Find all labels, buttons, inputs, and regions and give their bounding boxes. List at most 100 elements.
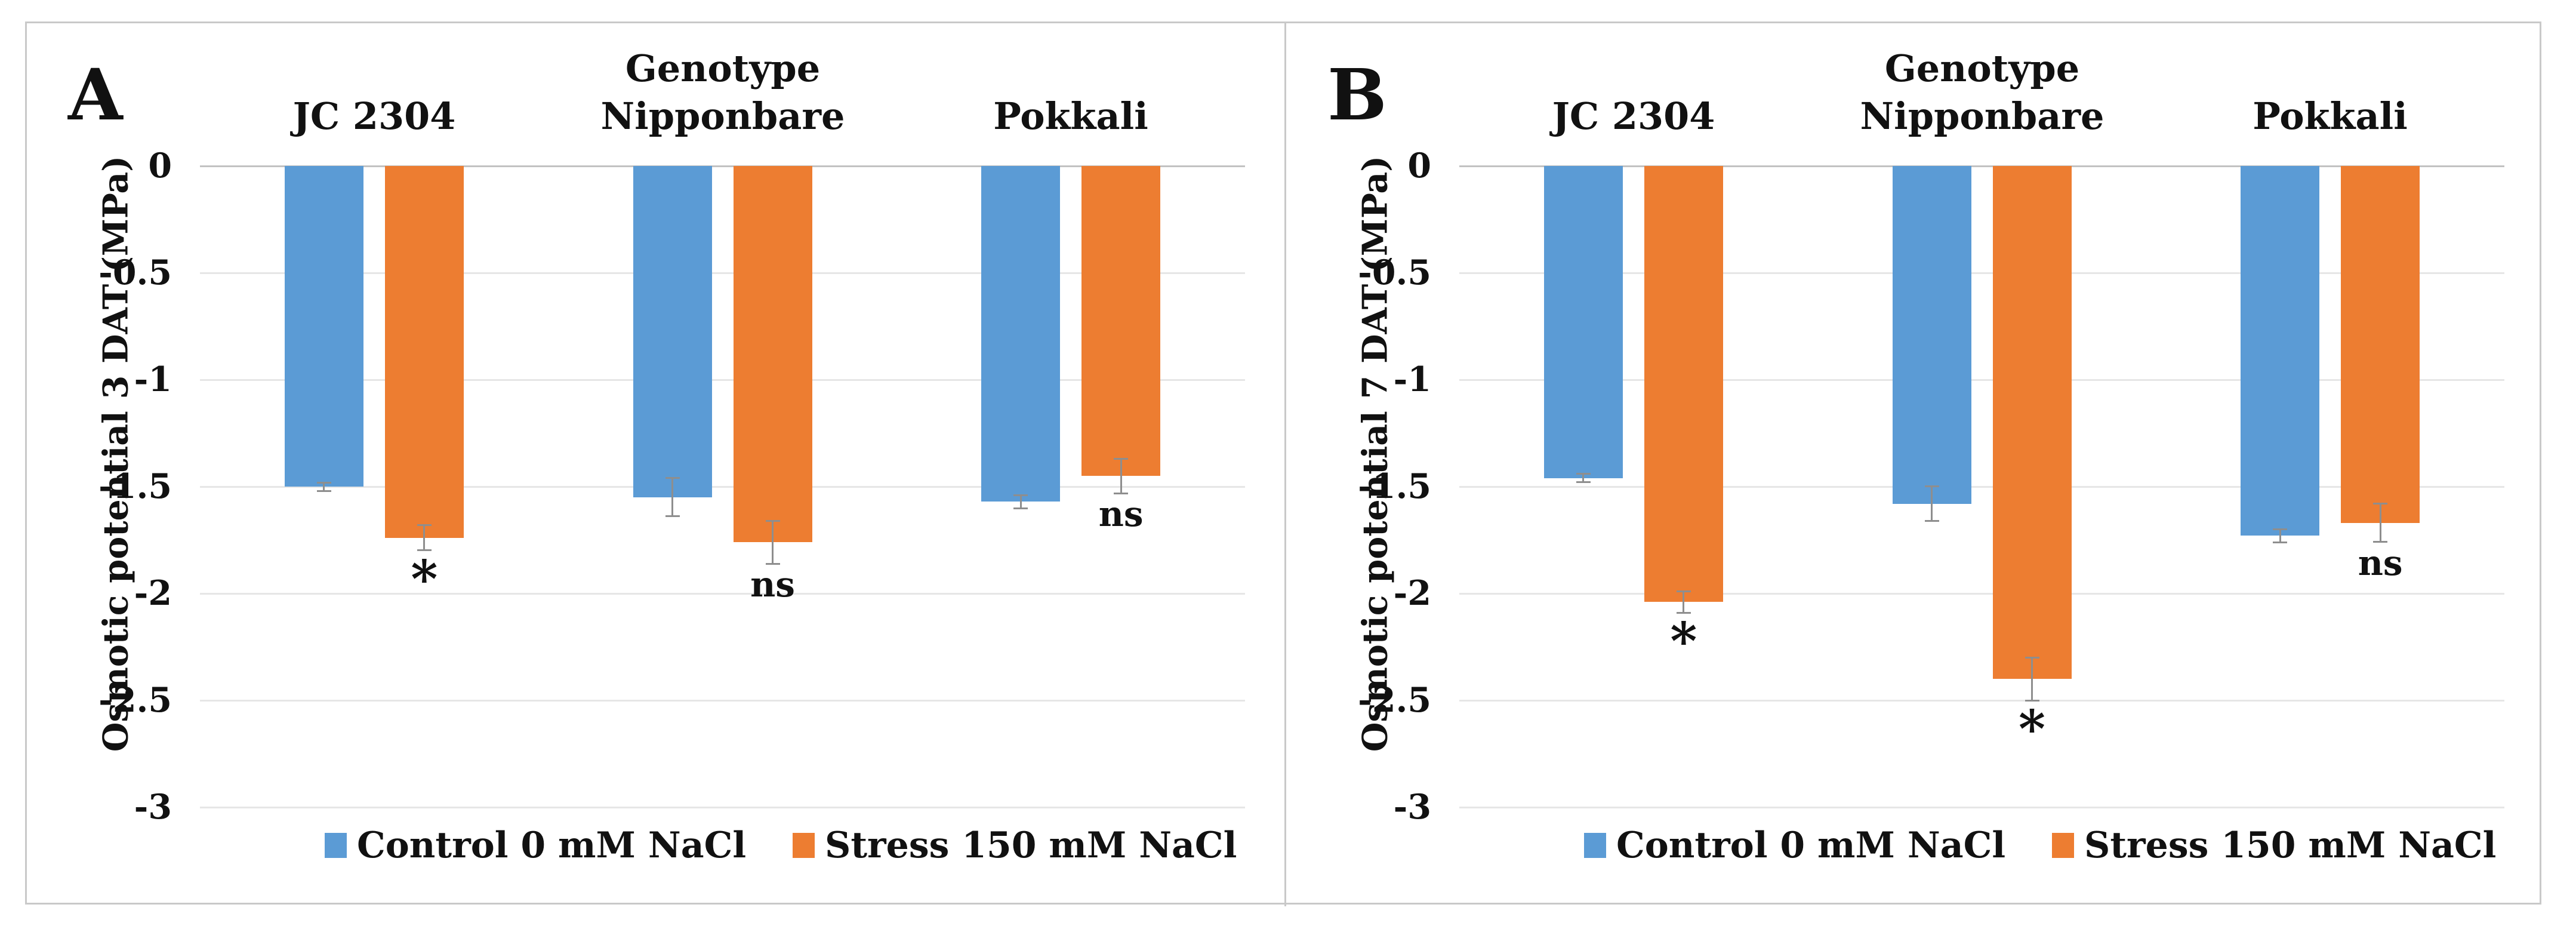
panel-b-category-pokkali: Pokkali [2253, 94, 2408, 138]
error-bar-cap [2373, 541, 2388, 543]
control-legend-swatch [325, 833, 347, 858]
y-tick-label: -3 [134, 787, 172, 827]
bar-pokkali-stress [1081, 166, 1161, 476]
error-bar [423, 525, 426, 550]
error-bar-cap [1924, 520, 1939, 522]
stress-legend-label: Stress 150 mM NaCl [825, 825, 1237, 866]
y-tick-label: -2.5 [1358, 680, 1431, 720]
stress-legend-swatch [2052, 833, 2074, 858]
gridline--0.5 [1459, 272, 2504, 274]
error-bar-cap [765, 519, 780, 522]
panel-b-legend-item-control: Control 0 mM NaCl [1584, 828, 2005, 863]
error-bar-cap [1676, 611, 1691, 614]
stress-legend-label: Stress 150 mM NaCl [2084, 825, 2497, 866]
error-bar-cap [1576, 473, 1591, 475]
panel-a-category-jc2304: JC 2304 [292, 94, 456, 138]
y-tick-label: -1.5 [1358, 466, 1431, 506]
y-tick-label: -0.5 [98, 253, 172, 293]
error-bar [772, 521, 774, 564]
error-bar-cap [2273, 541, 2288, 543]
significance-label: ns [1098, 494, 1144, 535]
panel-a-legend-item-control: Control 0 mM NaCl [325, 828, 746, 863]
panel-a-category-pokkali: Pokkali [993, 94, 1148, 138]
error-bar-cap [1013, 507, 1028, 509]
panel-a-letter: A [68, 53, 123, 136]
error-bar [1683, 591, 1685, 613]
significance-label: * [2019, 699, 2045, 760]
control-legend-label: Control 0 mM NaCl [357, 825, 747, 866]
error-bar-cap [417, 524, 432, 527]
gridline--1.5 [200, 486, 1245, 488]
error-bar [1582, 473, 1585, 482]
gridline-0 [1459, 165, 2504, 167]
error-bar-cap [316, 490, 331, 492]
bar-jc2304-control [1543, 166, 1623, 478]
panel-b-x-axis-title: Genotype [1884, 47, 2080, 90]
gridline--2.5 [200, 700, 1245, 702]
bar-nipponbare-stress [733, 166, 812, 543]
panel-b-category-nipponbare: Nipponbare [1860, 94, 2104, 138]
bar-nipponbare-control [1892, 166, 1971, 504]
panel-b-legend-item-stress: Stress 150 mM NaCl [2052, 828, 2496, 863]
y-tick-label: -1 [1393, 359, 1431, 399]
bar-jc2304-stress [384, 166, 464, 538]
panel-b-category-jc2304: JC 2304 [1552, 94, 1715, 138]
error-bar-cap [417, 549, 432, 552]
error-bar [323, 482, 325, 491]
error-bar [1931, 486, 1933, 521]
bar-jc2304-stress [1644, 166, 1723, 602]
error-bar-cap [765, 562, 780, 565]
y-tick-label: -0.5 [1358, 253, 1431, 293]
bar-nipponbare-control [633, 166, 712, 497]
significance-label: * [1670, 611, 1697, 672]
error-bar-cap [1676, 590, 1691, 592]
y-tick-label: 0 [1407, 146, 1431, 186]
y-tick-label: 0 [148, 146, 172, 186]
error-bar-cap [2025, 656, 2039, 659]
control-legend-swatch [1584, 833, 1606, 858]
panel-b-letter: B [1327, 53, 1387, 136]
error-bar-cap [1924, 485, 1939, 488]
panel-a-legend-item-stress: Stress 150 mM NaCl [793, 828, 1237, 863]
error-bar-cap [2273, 528, 2288, 530]
error-bar [1120, 459, 1122, 494]
bar-pokkali-stress [2341, 166, 2420, 523]
panel-b: B Osmotic potential 7 DAT (MPa) Genotype… [1284, 0, 2544, 929]
bar-nipponbare-stress [1992, 166, 2072, 679]
stress-legend-swatch [793, 833, 815, 858]
gridline--2 [1459, 593, 2504, 595]
error-bar-cap [2373, 503, 2388, 505]
error-bar [2379, 503, 2381, 542]
gridline--1.5 [1459, 486, 2504, 488]
error-bar-cap [1114, 492, 1129, 494]
error-bar [1019, 495, 1022, 509]
significance-label: * [411, 549, 438, 610]
control-legend-label: Control 0 mM NaCl [1616, 825, 2006, 866]
gridline--2 [200, 593, 1245, 595]
panel-a-y-axis-title: Osmotic potential 3 DAT (MPa) [95, 155, 136, 752]
error-bar-cap [665, 477, 680, 479]
error-bar [2279, 529, 2281, 543]
bar-jc2304-control [284, 166, 363, 487]
error-bar-cap [1576, 481, 1591, 484]
panel-a-x-axis-title: Genotype [625, 47, 821, 90]
error-bar-cap [665, 515, 680, 518]
significance-label: ns [2358, 542, 2403, 583]
y-tick-label: -2 [134, 573, 172, 613]
gridline--2.5 [1459, 700, 2504, 702]
error-bar-cap [2025, 699, 2039, 702]
bar-pokkali-control [981, 166, 1061, 502]
panel-a-category-nipponbare: Nipponbare [600, 94, 845, 138]
y-tick-label: -2 [1393, 573, 1431, 613]
gridline--1 [200, 379, 1245, 381]
y-tick-label: -1.5 [98, 466, 172, 506]
y-tick-label: -2.5 [98, 680, 172, 720]
figure-border [25, 21, 2541, 905]
gridline-0 [200, 165, 1245, 167]
bar-pokkali-control [2241, 166, 2320, 536]
error-bar-cap [316, 481, 331, 484]
error-bar-cap [1114, 457, 1129, 460]
panel-b-y-axis-title: Osmotic potential 7 DAT (MPa) [1355, 155, 1395, 752]
error-bar [671, 478, 673, 516]
